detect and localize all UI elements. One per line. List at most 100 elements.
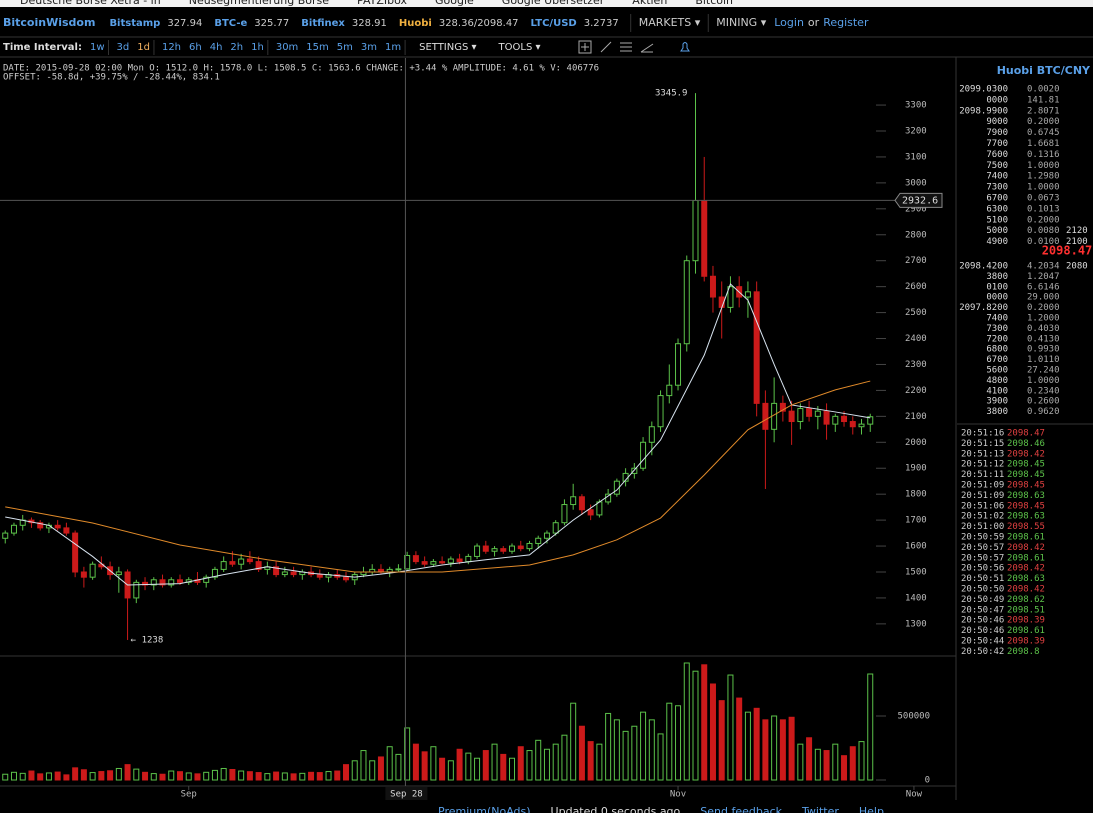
interval[interactable]: 5m <box>337 42 353 53</box>
register[interactable]: Register <box>823 16 869 29</box>
candle-body <box>255 561 262 570</box>
nav-menu[interactable]: MINING ▾ <box>716 16 766 29</box>
trade-price: 2098.62 <box>1007 595 1045 605</box>
footer-link[interactable]: Help <box>859 805 884 813</box>
bookmark[interactable]: PAYZIbox <box>357 0 407 7</box>
bookmark[interactable]: Deutsche Börse Xetra - in <box>20 0 161 7</box>
volume-bar <box>832 743 839 781</box>
book-price: 4900 <box>986 237 1008 247</box>
interval[interactable]: 3m <box>361 42 377 53</box>
volume-bar <box>159 773 166 781</box>
volume-bar <box>72 767 79 781</box>
footer-link[interactable]: Twitter <box>801 805 839 813</box>
icon[interactable] <box>600 41 612 53</box>
book-amount: 141.81 <box>1027 95 1060 105</box>
book-amount: 0.2000 <box>1027 215 1060 225</box>
trade-time: 20:50:51 <box>961 574 1004 584</box>
volume-bar <box>517 746 524 781</box>
trade-price: 2098.42 <box>1007 564 1045 574</box>
book-price: 4100 <box>986 386 1008 396</box>
candle-body <box>203 576 210 583</box>
volume-bar <box>456 748 463 781</box>
interval[interactable]: 4h <box>210 42 223 53</box>
alert-icon[interactable] <box>680 42 690 52</box>
y-tick-label: 2000 <box>905 438 927 448</box>
book-price: 7300 <box>986 183 1008 193</box>
bookmark[interactable]: Google <box>435 0 474 7</box>
brand[interactable]: BitcoinWisdom <box>3 16 95 29</box>
candle-body <box>465 555 472 563</box>
interval[interactable]: 1h <box>251 42 264 53</box>
volume-bar <box>578 725 585 781</box>
toolbar-menu[interactable]: SETTINGS ▾ <box>419 42 476 53</box>
book-price: 7400 <box>986 314 1008 324</box>
book-price: 2098.9900 <box>959 106 1008 116</box>
interval[interactable]: 3d <box>117 42 130 53</box>
market-name[interactable]: Bitstamp <box>109 18 160 29</box>
book-price: 3800 <box>986 272 1008 282</box>
y-tick-label: 1500 <box>905 567 927 577</box>
interval[interactable]: 1w <box>90 42 105 53</box>
volume-bar <box>133 768 140 781</box>
candle-body <box>474 545 481 557</box>
candle-body <box>727 286 734 308</box>
candle-body <box>535 537 542 544</box>
interval[interactable]: 1m <box>385 42 401 53</box>
book-amount: 29.000 <box>1027 293 1060 303</box>
interval[interactable]: 30m <box>276 42 298 53</box>
bookmark[interactable]: Aktien <box>632 0 667 7</box>
volume-bar <box>535 739 542 781</box>
footer-link[interactable]: Send feedback <box>700 805 782 813</box>
interval[interactable]: 12h <box>162 42 181 53</box>
volume-bar <box>203 771 210 781</box>
volume-bar <box>316 772 323 781</box>
trade-price: 2098.42 <box>1007 543 1045 553</box>
market-name[interactable]: Huobi <box>399 18 432 29</box>
bookmark[interactable]: Bitcoin <box>695 0 733 7</box>
book-amount: 0.0100 <box>1027 237 1060 247</box>
volume-bar <box>543 748 550 781</box>
volume-bar <box>98 771 105 781</box>
market-name[interactable]: LTC/USD <box>531 18 577 29</box>
volume-bar <box>386 746 393 781</box>
volume-bar <box>605 712 612 781</box>
book-amount: 0.4130 <box>1027 334 1060 344</box>
volume-bar <box>640 711 647 781</box>
icon[interactable] <box>578 40 592 54</box>
market-name[interactable]: Bitfinex <box>301 18 345 29</box>
trade-time: 20:51:00 <box>961 522 1004 532</box>
market-name[interactable]: BTC-e <box>214 18 247 29</box>
interval[interactable]: 1d <box>137 42 150 53</box>
trade-price: 2098.63 <box>1007 512 1045 522</box>
volume-bar <box>37 773 44 781</box>
volume-bar <box>194 773 201 781</box>
bookmark[interactable]: Neusegmentierung Börse <box>189 0 330 7</box>
volume-bar <box>657 733 664 781</box>
trade-time: 20:51:09 <box>961 481 1004 491</box>
interval[interactable]: 6h <box>189 42 202 53</box>
volume-bar <box>89 772 96 781</box>
trade-price: 2098.45 <box>1007 481 1045 491</box>
book-price: 7300 <box>986 324 1008 334</box>
y-tick-label: 3300 <box>905 101 927 111</box>
nav-menu[interactable]: MARKETS ▾ <box>639 16 701 29</box>
candle-body <box>404 554 411 570</box>
bookmark[interactable]: Google Übersetzer <box>502 0 605 7</box>
candle-body <box>517 545 524 550</box>
candle-body <box>552 522 559 534</box>
volume-bar <box>771 715 778 781</box>
volume-bar <box>168 770 175 781</box>
footer-link[interactable]: Premium(NoAds) <box>438 805 531 813</box>
volume-bar <box>264 773 271 781</box>
interval[interactable]: 2h <box>230 42 243 53</box>
toolbar-menu[interactable]: TOOLS ▾ <box>498 42 541 53</box>
volume-bar <box>858 741 865 781</box>
volume-bar <box>439 757 446 781</box>
trade-price: 2098.46 <box>1007 439 1045 449</box>
login[interactable]: Login <box>774 16 804 29</box>
interval[interactable]: 15m <box>306 42 328 53</box>
icon[interactable] <box>640 43 654 53</box>
volume-bar <box>238 770 245 781</box>
volume-bar <box>229 769 236 781</box>
crosshair-y-box <box>894 192 943 208</box>
